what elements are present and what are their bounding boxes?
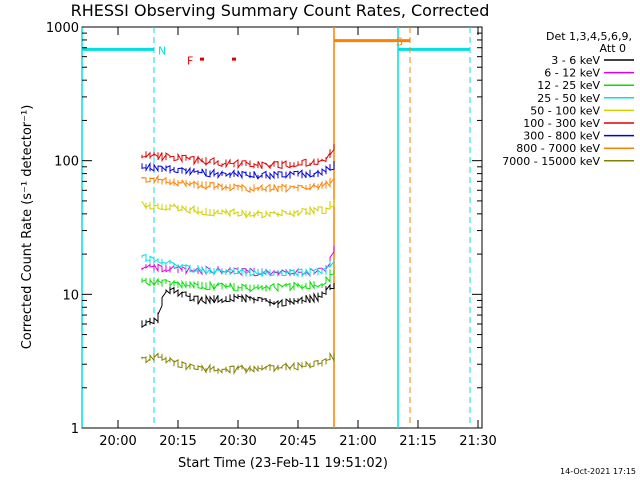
y-axis-label: Corrected Count Rate (s⁻¹ detector⁻¹)	[20, 105, 35, 350]
x-tick-label: 20:30	[219, 434, 256, 449]
flag-label: N	[158, 44, 166, 57]
legend-label: 6 - 12 keV	[544, 67, 600, 80]
axes-layer: 20:00 20:15 20:30 20:45 21:00 21:15 21:30 1 10 10…	[46, 21, 497, 449]
series-line	[141, 199, 335, 220]
x-tick-label: 20:00	[99, 434, 136, 449]
legend-label: 800 - 7000 keV	[516, 142, 600, 155]
legend-label: 100 - 300 keV	[523, 117, 600, 130]
y-tick-label: 10	[62, 288, 79, 303]
series-line	[141, 161, 335, 181]
legend-label: 12 - 25 keV	[537, 79, 600, 92]
series-line	[141, 269, 335, 293]
y-tick-label: 1000	[46, 21, 79, 36]
series-line	[141, 174, 335, 194]
series-line	[141, 351, 335, 375]
x-tick-label: 20:45	[279, 434, 316, 449]
legend-label: 300 - 800 keV	[523, 130, 600, 143]
series-layer	[141, 144, 335, 375]
y-tick-label: 100	[54, 155, 79, 170]
legend-label: 3 - 6 keV	[551, 54, 600, 67]
x-axis-label: Start Time (23-Feb-11 19:51:02)	[178, 456, 388, 471]
series-line	[141, 283, 335, 329]
x-tick-label: 21:00	[339, 434, 376, 449]
legend-label: 50 - 100 keV	[530, 104, 600, 117]
x-tick-label: 21:30	[459, 434, 496, 449]
y-tick-label: 1	[71, 422, 79, 437]
flag-label: S	[396, 36, 403, 49]
series-line	[141, 253, 335, 278]
series-line	[141, 144, 335, 170]
chart-title: RHESSI Observing Summary Count Rates, Co…	[71, 1, 490, 20]
footer-date: 14-Oct-2021 17:15	[560, 467, 636, 476]
flag-label: F	[187, 55, 193, 68]
x-tick-label: 21:15	[399, 434, 436, 449]
flag-layer: N S F	[81, 27, 471, 428]
legend-label: 7000 - 15000 keV	[502, 155, 600, 168]
legend-label: 25 - 50 keV	[537, 92, 600, 105]
flag-marker	[200, 57, 204, 61]
flag-marker	[232, 57, 236, 61]
attenuator-label: Att 0	[600, 42, 626, 55]
x-tick-label: 20:15	[159, 434, 196, 449]
detectors-label: Det 1,3,4,5,6,9,	[546, 30, 632, 43]
